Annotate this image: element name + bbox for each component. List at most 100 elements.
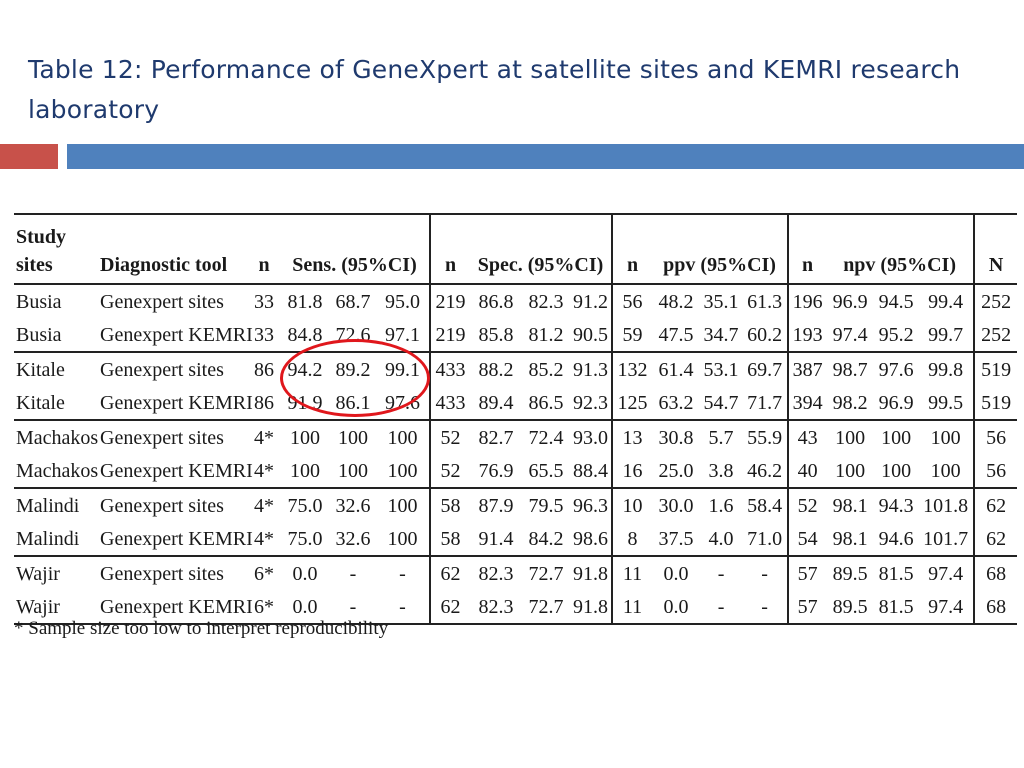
cell-spec-est: 86.8 [478,290,514,313]
cell-ppv-lo: 4.0 [708,527,734,550]
cell-spec-est: 87.9 [478,494,514,517]
cell-spec-est: 82.7 [478,426,514,449]
cell-n-spec: 219 [435,290,466,313]
cell-spec-est: 91.4 [478,527,514,550]
cell-n-spec: 433 [435,391,466,414]
cell-total-n: 68 [986,595,1007,618]
cell-npv-hi: 99.8 [918,352,976,386]
cell-tool: Genexpert sites [100,562,224,585]
header-n-ppv: n [626,254,639,276]
cell-npv-hi: 100 [918,454,976,488]
cell-spec-hi: 96.3 [570,488,614,522]
cell-n-sens: 4* [254,527,274,550]
cell-spec-hi: 91.8 [570,556,614,590]
cell-sens-hi: 100 [376,522,432,556]
cell-n-ppv: 13 [622,426,643,449]
cell-n-ppv: 56 [622,290,643,313]
cell-n-spec: 52 [440,459,461,482]
header-study-sites: Study sites [16,226,67,276]
cell-n-sens: 33 [254,290,274,313]
cell-npv-hi: 99.7 [918,318,976,352]
cell-npv-hi: 99.5 [918,386,976,420]
cell-sens-hi: - [376,590,432,624]
cell-npv-est: 98.1 [832,494,868,517]
cell-ppv-lo: 5.7 [708,426,734,449]
cell-n-sens: 6* [254,595,274,618]
cell-spec-hi: 91.3 [570,352,614,386]
cell-sens-hi: - [376,556,432,590]
cell-spec-hi: 98.6 [570,522,614,556]
cell-ppv-est: 47.5 [658,323,694,346]
cell-npv-est: 98.7 [832,358,868,381]
cell-npv-hi: 97.4 [918,590,976,624]
table-row: Kitale Genexpert KEMRI 86 91.9 86.1 97.6 433 89… [14,386,1017,420]
cell-sens-est: 75.0 [287,494,323,517]
cell-n-spec: 219 [435,323,466,346]
cell-tool: Genexpert KEMRI [100,527,253,550]
cell-sens-hi: 100 [376,454,432,488]
cell-n-ppv: 11 [622,595,643,618]
performance-table-container: Study sites Diagnostic tool n Sens. (95%… [14,213,1018,625]
cell-tool: Genexpert KEMRI [100,391,253,414]
cell-npv-est: 89.5 [832,595,868,618]
cell-sens-lo: 72.6 [335,323,371,346]
cell-ppv-lo: - [717,562,725,585]
cell-ppv-hi: 60.2 [742,318,790,352]
cell-n-npv: 387 [792,358,823,381]
table-body: Busia Genexpert sites 33 81.8 68.7 95.0 219 86.… [14,284,1018,624]
cell-ppv-hi: - [742,556,790,590]
cell-sens-est: 0.0 [292,562,318,585]
cell-spec-lo: 72.4 [528,426,564,449]
cell-npv-hi: 101.7 [918,522,976,556]
cell-npv-est: 97.4 [832,323,868,346]
table-row: Machakos Genexpert KEMRI 4* 100 100 100 52 76.9… [14,454,1017,488]
cell-n-sens: 86 [254,391,274,414]
cell-ppv-est: 48.2 [658,290,694,313]
header-n-spec: n [444,254,457,276]
cell-total-n: 252 [981,290,1012,313]
cell-n-sens: 4* [254,494,274,517]
performance-table: Study sites Diagnostic tool n Sens. (95%… [14,213,1018,625]
cell-n-spec: 52 [440,426,461,449]
cell-spec-lo: 84.2 [528,527,564,550]
cell-n-spec: 433 [435,358,466,381]
header-npv: npv (95%CI) [826,214,976,284]
cell-ppv-hi: 69.7 [742,352,790,386]
cell-npv-est: 89.5 [832,562,868,585]
table-row: Malindi Genexpert KEMRI 4* 75.0 32.6 100 58 91.… [14,522,1017,556]
cell-sens-lo: - [349,595,357,618]
cell-n-spec: 62 [440,562,461,585]
cell-ppv-hi: 61.3 [742,284,790,318]
cell-ppv-hi: 46.2 [742,454,790,488]
cell-n-npv: 57 [797,562,818,585]
cell-npv-lo: 81.5 [878,595,914,618]
cell-n-npv: 394 [792,391,823,414]
cell-ppv-est: 37.5 [658,527,694,550]
cell-spec-hi: 88.4 [570,454,614,488]
cell-ppv-lo: 54.7 [703,391,739,414]
cell-sens-hi: 97.6 [376,386,432,420]
cell-n-npv: 54 [797,527,818,550]
table-header-row: Study sites Diagnostic tool n Sens. (95%… [14,214,1018,284]
header-total-n: N [988,254,1004,276]
cell-spec-lo: 65.5 [528,459,564,482]
accent-bar-blue [67,144,1024,169]
cell-ppv-lo: 3.8 [708,459,734,482]
cell-n-ppv: 8 [627,527,638,550]
header-diagnostic-tool: Diagnostic tool [100,254,228,276]
cell-spec-lo: 85.2 [528,358,564,381]
cell-n-sens: 6* [254,562,274,585]
cell-sens-lo: 32.6 [335,494,371,517]
cell-tool: Genexpert KEMRI [100,323,253,346]
table-row: Kitale Genexpert sites 86 94.2 89.2 99.1 433 88… [14,352,1018,386]
cell-sens-est: 0.0 [292,595,318,618]
cell-n-sens: 33 [254,323,274,346]
header-n-sens: n [258,254,270,276]
cell-spec-lo: 82.3 [528,290,564,313]
cell-npv-hi: 101.8 [918,488,976,522]
cell-spec-lo: 81.2 [528,323,564,346]
cell-sens-lo: 32.6 [335,527,371,550]
cell-spec-hi: 91.8 [570,590,614,624]
cell-tool: Genexpert sites [100,426,224,449]
cell-site: Malindi [16,494,80,517]
